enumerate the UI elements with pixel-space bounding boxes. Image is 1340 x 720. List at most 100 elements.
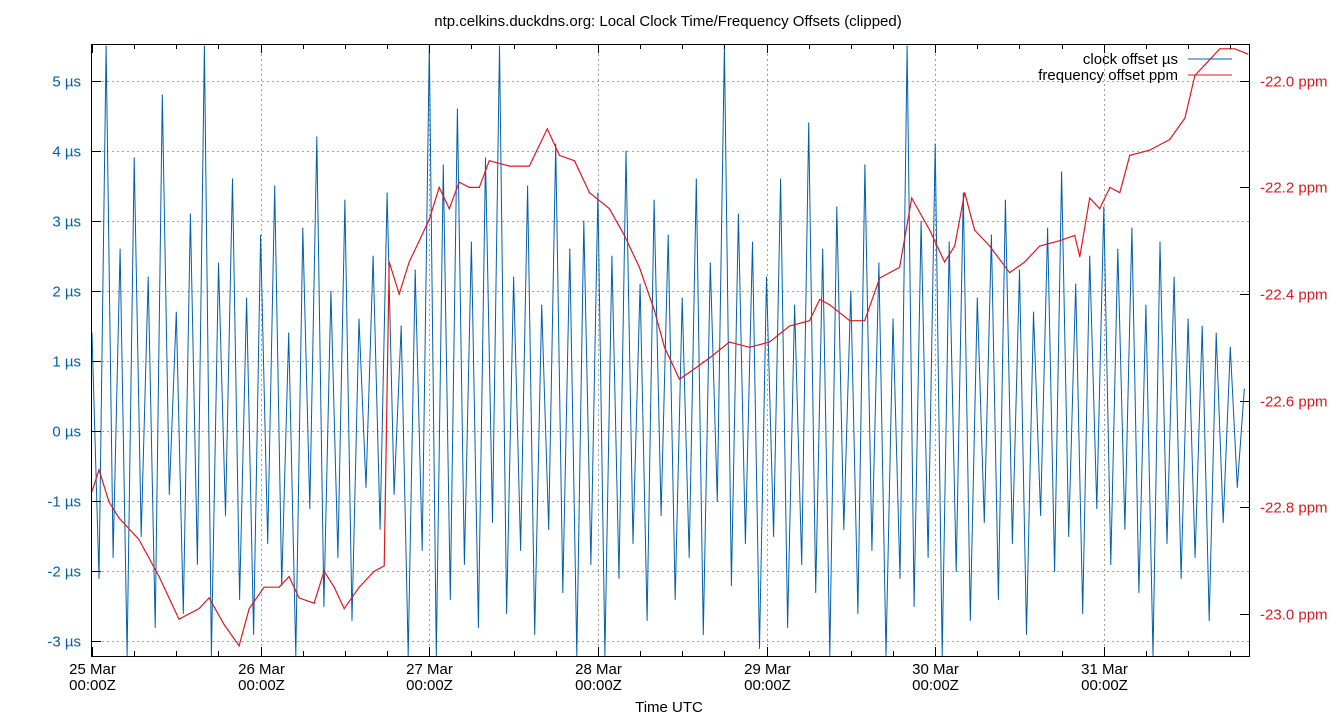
y-left-tick-label: -3 µs xyxy=(47,634,81,651)
frequency-offset-point xyxy=(468,186,470,188)
clock-offset-point xyxy=(189,213,191,215)
clock-offset-point xyxy=(154,626,156,628)
y-left-tick-label: 2 µs xyxy=(52,284,81,301)
clock-offset-point xyxy=(969,619,971,621)
x-tick-label-time: 00:00Z xyxy=(238,677,285,694)
clock-offset-point xyxy=(941,654,943,656)
frequency-offset-point xyxy=(333,586,335,588)
clock-offset-point xyxy=(337,556,339,558)
y-right-tick-label: -22.0 ppm xyxy=(1260,74,1328,91)
x-tick-label-date: 29 Mar xyxy=(744,661,791,678)
clock-offset-point xyxy=(878,262,880,264)
clock-offset-point xyxy=(730,584,733,586)
frequency-offset-point xyxy=(944,261,946,263)
frequency-offset-point xyxy=(573,160,576,162)
clock-offset-point xyxy=(288,332,290,334)
clock-offset-point xyxy=(1166,542,1168,544)
frequency-offset-point xyxy=(428,218,430,220)
clock-offset-point xyxy=(850,290,852,292)
clock-offset-point xyxy=(126,654,128,656)
frequency-offset-point xyxy=(929,229,931,231)
y-left-tick-label: 3 µs xyxy=(52,214,81,231)
frequency-offset-point xyxy=(323,570,325,572)
clock-offset-point xyxy=(983,521,985,523)
clock-offset-point xyxy=(407,654,409,656)
clock-offset-point xyxy=(976,297,978,299)
clock-offset-point xyxy=(906,45,908,47)
frequency-offset-point xyxy=(879,277,881,279)
clock-offset-point xyxy=(358,318,360,320)
clock-offset-point xyxy=(1089,255,1091,257)
x-tick-label-time: 00:00Z xyxy=(912,677,959,694)
frequency-offset-point xyxy=(588,192,591,194)
clock-offset-point xyxy=(871,549,873,551)
clock-offset-point xyxy=(822,248,824,250)
y-left-tick-label: 1 µs xyxy=(52,354,81,371)
frequency-offset-point xyxy=(748,346,751,348)
x-tick-label-date: 26 Mar xyxy=(238,661,285,678)
frequency-offset-point xyxy=(728,341,731,343)
frequency-offset-point xyxy=(1079,256,1081,258)
frequency-offset-point xyxy=(708,357,711,359)
y-right-tick-label: -22.8 ppm xyxy=(1260,500,1328,517)
frequency-offset-point xyxy=(1204,64,1206,66)
clock-offset-point xyxy=(576,654,578,656)
frequency-offset-point xyxy=(974,229,976,231)
clock-offset-point xyxy=(1187,318,1189,320)
clock-offset-point xyxy=(667,234,669,236)
clock-offset-point xyxy=(316,136,318,138)
clock-offset-point xyxy=(688,556,690,558)
frequency-offset-point xyxy=(1219,48,1221,50)
clock-offset-point xyxy=(836,206,838,208)
frequency-offset-point xyxy=(678,378,681,380)
frequency-offset-point xyxy=(1184,117,1186,119)
frequency-offset-point xyxy=(849,320,851,322)
clock-offset-point xyxy=(1061,171,1063,173)
frequency-offset-point xyxy=(1074,234,1076,236)
clock-offset-point xyxy=(1173,276,1175,278)
clock-offset-point xyxy=(1229,346,1231,348)
clock-offset-point xyxy=(758,647,761,649)
clock-offset-point xyxy=(1075,283,1077,285)
frequency-offset-point xyxy=(528,165,530,167)
frequency-offset-point xyxy=(248,608,250,610)
frequency-offset-point xyxy=(238,645,240,647)
clock-offset-point xyxy=(119,248,121,250)
frequency-offset-point xyxy=(373,570,375,572)
frequency-offset-point xyxy=(118,517,120,519)
y-right-tick-label: -22.6 ppm xyxy=(1260,394,1328,411)
clock-offset-point xyxy=(751,241,754,243)
frequency-offset-point xyxy=(1089,197,1091,199)
clock-offset-point xyxy=(498,45,501,47)
clock-offset-point xyxy=(527,185,529,187)
clock-offset-point xyxy=(491,521,494,523)
frequency-offset-point xyxy=(693,368,696,370)
clock-offset-point xyxy=(1047,227,1049,229)
frequency-offset-point xyxy=(343,608,345,610)
clock-offset-point xyxy=(393,493,395,495)
frequency-offset-point xyxy=(1234,48,1236,50)
frequency-offset-point xyxy=(158,576,160,578)
clock-offset-point xyxy=(1025,633,1028,635)
frequency-offset-point xyxy=(358,586,360,588)
clock-offset-point xyxy=(1159,241,1161,243)
clock-offset-point xyxy=(400,325,402,327)
frequency-offset-point xyxy=(911,197,913,199)
x-tick-label-date: 25 Mar xyxy=(69,661,116,678)
plot-area xyxy=(92,45,1249,656)
frequency-offset-point xyxy=(388,261,390,263)
clock-offset-point xyxy=(92,332,93,334)
frequency-offset-point xyxy=(263,586,265,588)
clock-offset-point xyxy=(765,276,768,278)
clock-offset-point xyxy=(1018,269,1021,271)
clock-offset-point xyxy=(513,276,515,278)
frequency-offset-point xyxy=(788,325,791,327)
clock-offset-point xyxy=(1054,570,1056,572)
clock-offset-point xyxy=(541,304,543,306)
clock-offset-point xyxy=(829,654,831,656)
frequency-offset-point xyxy=(1039,245,1041,247)
clock-offset-point xyxy=(196,563,198,565)
clock-offset-point xyxy=(590,563,592,565)
clock-offset-point xyxy=(555,143,557,145)
frequency-offset-point xyxy=(899,266,901,268)
